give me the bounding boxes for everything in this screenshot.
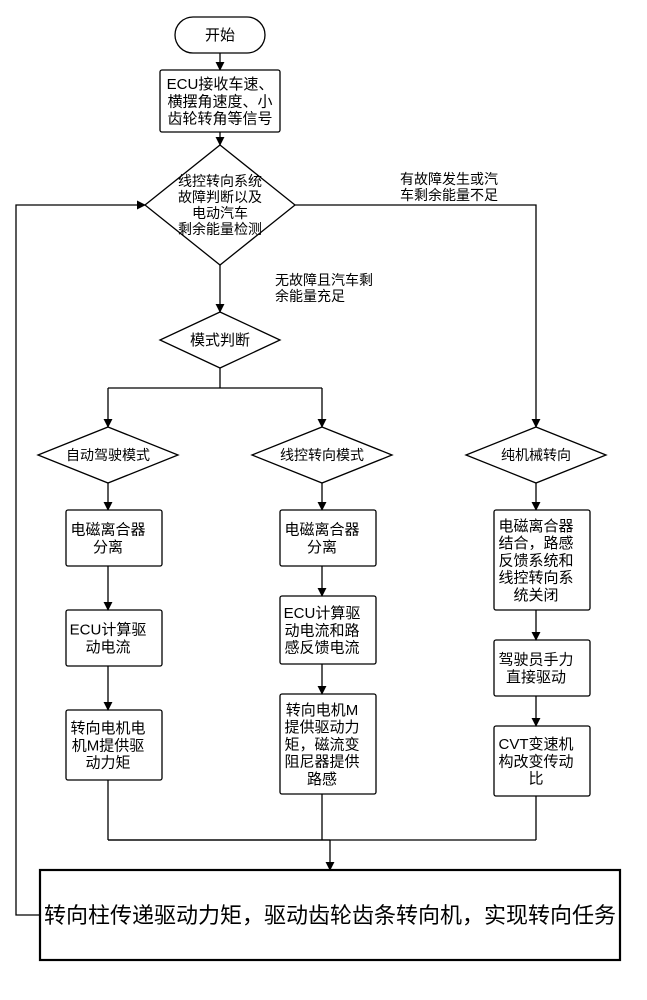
svg-text:电磁离合器: 电磁离合器 <box>498 518 573 535</box>
svg-text:线控转向系: 线控转向系 <box>498 570 573 587</box>
svg-text:模式判断: 模式判断 <box>190 332 250 349</box>
svg-text:CVT变速机: CVT变速机 <box>498 736 573 753</box>
svg-text:感反馈电流: 感反馈电流 <box>284 640 359 657</box>
svg-text:动电流和路: 动电流和路 <box>284 622 359 639</box>
svg-text:齿轮转角等信号: 齿轮转角等信号 <box>167 110 272 128</box>
svg-text:开始: 开始 <box>205 27 235 44</box>
svg-text:统关闭: 统关闭 <box>513 587 558 604</box>
svg-text:结合，路感: 结合，路感 <box>498 535 573 552</box>
svg-text:机M提供驱: 机M提供驱 <box>72 737 145 754</box>
svg-text:横摆角速度、小: 横摆角速度、小 <box>167 93 272 110</box>
svg-text:ECU计算驱: ECU计算驱 <box>284 604 361 622</box>
svg-text:转向电机M: 转向电机M <box>286 702 359 719</box>
svg-text:直接驱动: 直接驱动 <box>506 669 566 686</box>
svg-text:ECU计算驱: ECU计算驱 <box>70 621 147 639</box>
svg-text:反馈系统和: 反馈系统和 <box>498 552 573 569</box>
svg-text:有故障发生或汽: 有故障发生或汽 <box>400 171 498 187</box>
svg-text:电磁离合器: 电磁离合器 <box>284 522 359 539</box>
svg-text:车剩余能量不足: 车剩余能量不足 <box>400 187 498 203</box>
svg-text:自动驾驶模式: 自动驾驶模式 <box>66 447 150 463</box>
svg-text:阻尼器提供: 阻尼器提供 <box>284 754 359 771</box>
svg-text:转向电机电: 转向电机电 <box>70 720 145 737</box>
svg-text:路感: 路感 <box>307 771 337 788</box>
svg-text:电磁离合器: 电磁离合器 <box>70 522 145 539</box>
svg-text:比: 比 <box>528 771 543 788</box>
svg-text:动电流: 动电流 <box>85 639 130 656</box>
svg-text:转向柱传递驱动力矩，驱动齿轮齿条转向机，实现转向任务: 转向柱传递驱动力矩，驱动齿轮齿条转向机，实现转向任务 <box>44 903 616 928</box>
svg-text:分离: 分离 <box>307 539 337 556</box>
flowchart: 开始 ECU接收车速、横摆角速度、小齿轮转角等信号线控转向系统故障判断以及电动汽车… <box>0 0 647 1000</box>
svg-text:故障判断以及: 故障判断以及 <box>178 189 262 205</box>
svg-text:纯机械转向: 纯机械转向 <box>501 447 571 463</box>
svg-text:动力矩: 动力矩 <box>85 755 130 772</box>
svg-text:线控转向系统: 线控转向系统 <box>178 173 262 189</box>
svg-text:无故障且汽车剩: 无故障且汽车剩 <box>275 272 373 288</box>
svg-text:电动汽车: 电动汽车 <box>192 205 248 221</box>
svg-text:矩，磁流变: 矩，磁流变 <box>284 736 359 753</box>
svg-text:提供驱动力: 提供驱动力 <box>284 719 359 736</box>
svg-text:线控转向模式: 线控转向模式 <box>280 447 364 463</box>
svg-text:剩余能量检测: 剩余能量检测 <box>178 221 262 237</box>
svg-text:驾驶员手力: 驾驶员手力 <box>498 652 573 669</box>
svg-text:ECU接收车速、: ECU接收车速、 <box>167 76 274 93</box>
svg-text:余能量充足: 余能量充足 <box>275 288 345 304</box>
svg-text:分离: 分离 <box>93 539 123 556</box>
svg-text:构改变传动: 构改变传动 <box>498 753 573 770</box>
